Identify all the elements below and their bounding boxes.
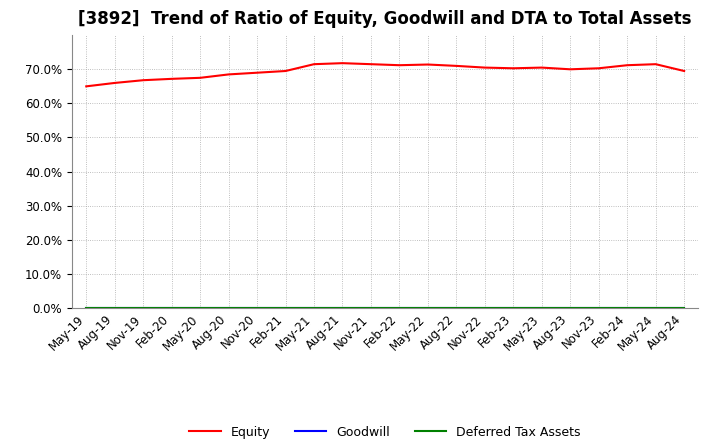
Deferred Tax Assets <box>310 305 318 311</box>
Equity <box>566 66 575 72</box>
Goodwill <box>82 305 91 311</box>
Legend: Equity, Goodwill, Deferred Tax Assets: Equity, Goodwill, Deferred Tax Assets <box>184 421 586 440</box>
Deferred Tax Assets <box>680 305 688 311</box>
Goodwill <box>509 305 518 311</box>
Deferred Tax Assets <box>82 305 91 311</box>
Goodwill <box>537 305 546 311</box>
Deferred Tax Assets <box>623 305 631 311</box>
Goodwill <box>395 305 404 311</box>
Equity <box>623 62 631 68</box>
Deferred Tax Assets <box>110 305 119 311</box>
Equity <box>366 62 375 67</box>
Equity <box>110 80 119 85</box>
Equity <box>167 76 176 81</box>
Goodwill <box>595 305 603 311</box>
Deferred Tax Assets <box>395 305 404 311</box>
Goodwill <box>338 305 347 311</box>
Line: Equity: Equity <box>86 63 684 86</box>
Equity <box>282 68 290 73</box>
Deferred Tax Assets <box>366 305 375 311</box>
Deferred Tax Assets <box>338 305 347 311</box>
Equity <box>595 66 603 71</box>
Deferred Tax Assets <box>509 305 518 311</box>
Deferred Tax Assets <box>139 305 148 311</box>
Equity <box>82 84 91 89</box>
Equity <box>338 61 347 66</box>
Equity <box>139 77 148 83</box>
Deferred Tax Assets <box>167 305 176 311</box>
Title: [3892]  Trend of Ratio of Equity, Goodwill and DTA to Total Assets: [3892] Trend of Ratio of Equity, Goodwil… <box>78 10 692 28</box>
Equity <box>652 62 660 67</box>
Deferred Tax Assets <box>537 305 546 311</box>
Deferred Tax Assets <box>282 305 290 311</box>
Goodwill <box>196 305 204 311</box>
Equity <box>509 66 518 71</box>
Equity <box>423 62 432 67</box>
Goodwill <box>623 305 631 311</box>
Goodwill <box>310 305 318 311</box>
Deferred Tax Assets <box>595 305 603 311</box>
Equity <box>395 62 404 68</box>
Equity <box>310 62 318 67</box>
Deferred Tax Assets <box>652 305 660 311</box>
Goodwill <box>366 305 375 311</box>
Equity <box>680 68 688 73</box>
Deferred Tax Assets <box>423 305 432 311</box>
Goodwill <box>566 305 575 311</box>
Deferred Tax Assets <box>253 305 261 311</box>
Equity <box>225 72 233 77</box>
Goodwill <box>110 305 119 311</box>
Goodwill <box>452 305 461 311</box>
Deferred Tax Assets <box>196 305 204 311</box>
Deferred Tax Assets <box>452 305 461 311</box>
Deferred Tax Assets <box>566 305 575 311</box>
Goodwill <box>225 305 233 311</box>
Equity <box>196 75 204 81</box>
Goodwill <box>282 305 290 311</box>
Goodwill <box>423 305 432 311</box>
Goodwill <box>167 305 176 311</box>
Goodwill <box>652 305 660 311</box>
Goodwill <box>139 305 148 311</box>
Equity <box>537 65 546 70</box>
Deferred Tax Assets <box>480 305 489 311</box>
Goodwill <box>253 305 261 311</box>
Goodwill <box>680 305 688 311</box>
Goodwill <box>480 305 489 311</box>
Equity <box>452 63 461 69</box>
Equity <box>253 70 261 75</box>
Equity <box>480 65 489 70</box>
Deferred Tax Assets <box>225 305 233 311</box>
